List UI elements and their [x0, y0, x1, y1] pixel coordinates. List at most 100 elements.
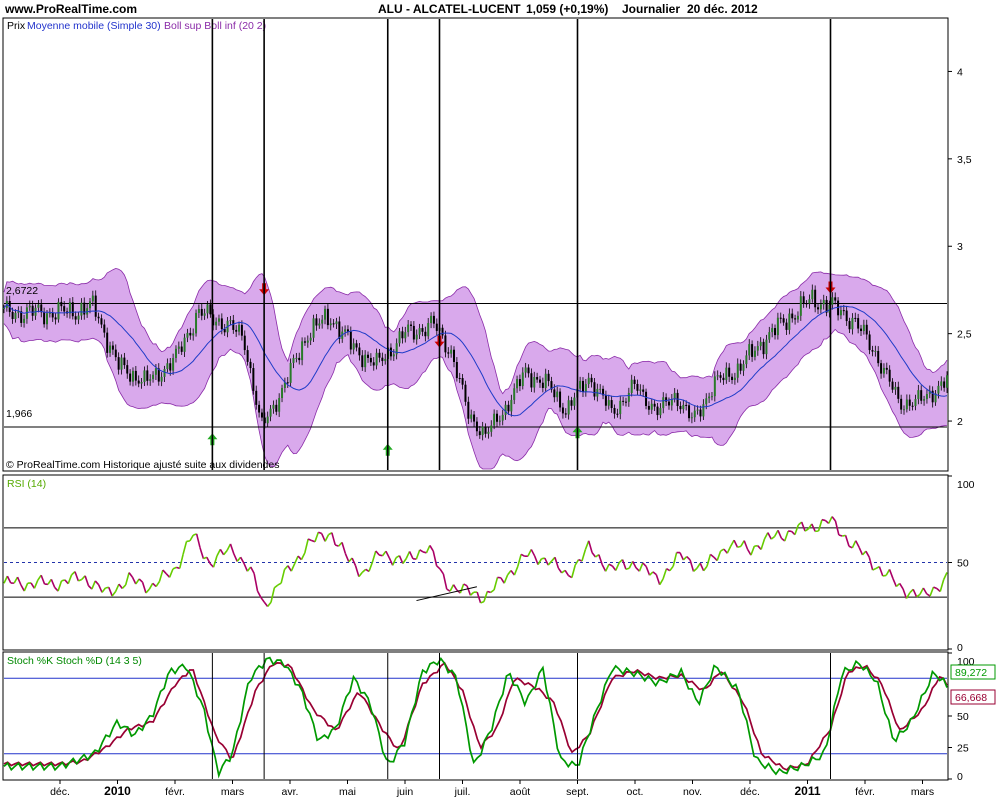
candle-body — [272, 404, 275, 409]
price-tick-label: 2,5 — [957, 329, 972, 341]
candle-body — [217, 318, 220, 322]
rsi-segment — [638, 562, 644, 572]
candle-body — [203, 313, 206, 316]
rsi-segment — [408, 551, 414, 560]
candle-body — [911, 405, 914, 407]
candle-body — [891, 381, 894, 390]
rsi-segment — [516, 554, 522, 567]
candle-body — [559, 391, 562, 408]
stoch-panel-frame — [2, 651, 949, 781]
candle-body — [567, 400, 570, 415]
rsi-segment — [530, 549, 536, 557]
rsi-segment — [794, 524, 800, 535]
candle-body — [418, 328, 421, 335]
candle-body — [713, 376, 716, 397]
candle-body — [321, 319, 324, 324]
rsi-segment — [267, 601, 272, 608]
candle-body — [716, 375, 719, 377]
rsi-segment — [490, 589, 495, 594]
candle-body — [550, 381, 553, 390]
candle-body — [808, 299, 811, 304]
rsi-segment — [777, 529, 783, 539]
event-markers-layer — [211, 19, 832, 779]
candle-body — [197, 308, 200, 313]
legend-rsi: RSI (14) — [7, 478, 46, 490]
rsi-segment — [554, 557, 560, 569]
rsi-segment — [885, 568, 891, 576]
rsi-segment — [449, 584, 455, 592]
rsi-segment — [520, 553, 525, 557]
legend-prix: Prix — [7, 20, 26, 32]
candle-body — [673, 392, 676, 400]
rsi-segment — [848, 545, 853, 549]
candle-body — [481, 426, 484, 436]
candle-body — [453, 349, 456, 362]
candle-body — [146, 370, 149, 381]
rsi-segment — [838, 534, 843, 537]
candle-body — [570, 400, 573, 406]
rsi-segment — [652, 571, 657, 576]
candle-body — [192, 333, 195, 336]
candle-body — [868, 334, 871, 351]
candle-body — [364, 354, 367, 368]
candle-body — [229, 320, 232, 322]
rsi-segment — [942, 572, 948, 581]
candle-body — [791, 313, 794, 319]
candle-body — [367, 354, 370, 358]
candle-body — [186, 332, 189, 338]
candle-body — [23, 318, 26, 323]
candle-body — [501, 414, 504, 421]
candle-body — [412, 325, 415, 340]
candle-body — [88, 301, 91, 309]
candle-body — [315, 318, 318, 326]
candle-body — [484, 426, 487, 434]
rsi-segment — [203, 556, 208, 560]
candle-body — [410, 324, 413, 326]
candle-body — [97, 316, 100, 319]
candle-body — [779, 317, 782, 319]
candle-body — [80, 302, 83, 316]
candle-body — [851, 317, 854, 330]
candle-body — [169, 363, 172, 371]
rsi-segment — [84, 575, 90, 587]
candle-body — [461, 378, 464, 385]
rsi-segment — [929, 586, 935, 597]
candle-body — [880, 363, 883, 374]
rsi-segment — [750, 545, 756, 556]
candle-body — [129, 373, 132, 382]
rsi-segment — [666, 568, 671, 572]
candle-body — [527, 367, 530, 374]
candle-body — [60, 301, 63, 307]
rsi-segment — [746, 548, 752, 556]
candle-body — [212, 314, 215, 326]
rsi-segment — [831, 516, 837, 522]
candle-body — [395, 343, 398, 355]
candle-body — [45, 313, 48, 325]
candle-body — [708, 396, 711, 399]
price-y-axis: 4 3,5 3 2,5 2 — [948, 66, 972, 428]
candle-body — [599, 388, 602, 390]
candle-body — [659, 408, 662, 416]
legend-moving-average: Moyenne mobile (Simple 30) — [27, 20, 161, 32]
candle-body — [774, 328, 777, 336]
candle-body — [189, 332, 192, 336]
rsi-segment — [834, 520, 840, 536]
price-series-layer — [3, 267, 948, 470]
rsi-segment — [354, 565, 360, 577]
rsi-segment — [318, 531, 322, 535]
stoch-k-line — [3, 656, 948, 779]
candle-body — [349, 331, 352, 350]
site-name[interactable]: www.ProRealTime.com — [5, 2, 138, 16]
rsi-segment — [912, 588, 918, 598]
candle-body — [656, 406, 659, 416]
rsi-segment — [273, 584, 279, 589]
rsi-segment — [121, 584, 127, 590]
rsi-segment — [50, 579, 56, 588]
candle-body — [94, 295, 97, 317]
rsi-segment — [361, 568, 367, 573]
candle-body — [326, 308, 329, 326]
candle-body — [149, 379, 152, 381]
rsi-segment — [277, 582, 282, 586]
stoch-tick-label: 25 — [957, 743, 969, 755]
candle-body — [705, 398, 708, 405]
